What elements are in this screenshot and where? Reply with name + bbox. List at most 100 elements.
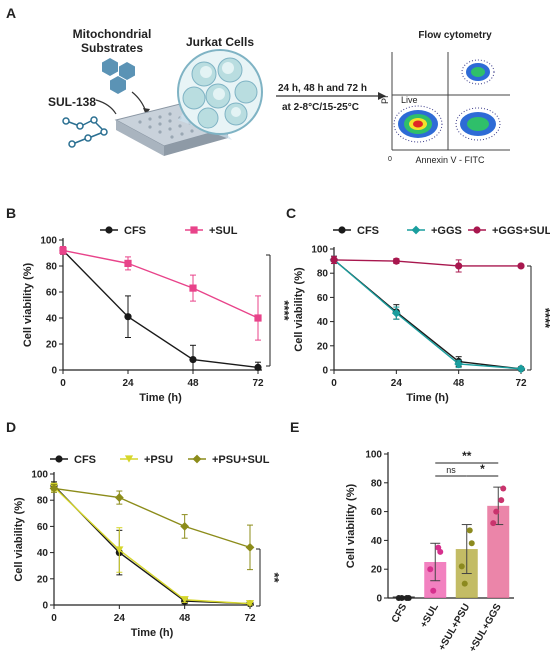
individual-point	[490, 520, 497, 527]
legend-label: +SUL	[209, 225, 238, 237]
data-point	[49, 484, 59, 493]
data-point	[391, 308, 401, 318]
x-axis-label: Time (h)	[406, 392, 449, 404]
legend-marker	[105, 226, 113, 234]
panel-label-b: B	[6, 205, 16, 221]
x-tick-label: 48	[187, 378, 199, 389]
individual-point	[437, 548, 444, 555]
data-point	[124, 313, 132, 321]
x-tick-label: +SUL	[418, 602, 440, 630]
y-tick-label: 40	[37, 548, 49, 559]
y-tick-label: 60	[37, 522, 49, 533]
flow-cytometry-plot	[391, 52, 510, 151]
x-tick-label: 0	[60, 378, 66, 389]
y-tick-label: 0	[42, 601, 48, 612]
series-cfs	[330, 255, 525, 373]
y-tick-label: 20	[317, 341, 329, 352]
arrow-head-icon	[143, 108, 150, 115]
significance-label: ****	[538, 308, 550, 329]
bar-plus-sulplus-ggs	[487, 505, 510, 598]
legend-marker	[190, 226, 198, 234]
data-point	[392, 257, 400, 265]
y-tick-label: 80	[37, 496, 49, 507]
temp-text: at 2-8°C/15-25°C	[282, 102, 359, 113]
legend-marker	[55, 455, 63, 463]
data-point	[330, 256, 338, 264]
panel-label-a: A	[6, 5, 16, 21]
series-line	[53, 487, 251, 549]
y-tick-label: 40	[371, 536, 383, 547]
chart-c: 0 20 40 60 80 100 0 24 48 72 Time (h) Cell viabilit…	[293, 225, 550, 404]
data-point	[189, 284, 197, 292]
individual-point	[498, 497, 505, 504]
individual-point	[405, 595, 412, 601]
flow-title: Flow cytometry	[418, 30, 492, 41]
legend-label: +PSU	[144, 454, 173, 466]
flow-zero: 0	[388, 156, 392, 163]
x-tick-label: 72	[244, 613, 256, 624]
y-tick-label: 20	[371, 565, 383, 576]
individual-point	[500, 485, 507, 492]
data-point	[59, 246, 67, 254]
legend-marker	[473, 226, 481, 234]
y-tick-label: 80	[46, 262, 58, 273]
legend-marker	[192, 454, 202, 464]
series-line	[333, 259, 521, 267]
y-tick-label: 0	[51, 366, 57, 377]
panel-label-e: E	[290, 419, 299, 435]
individual-point	[430, 587, 437, 594]
x-tick-label: CFS	[390, 602, 410, 625]
y-tick-label: 40	[317, 317, 329, 328]
y-axis-label: Cell viability (%)	[345, 483, 357, 568]
individual-point	[466, 527, 473, 534]
legend-marker	[338, 226, 346, 234]
comparison-label: ns	[446, 465, 456, 475]
substrates-line1: Mitochondrial	[73, 27, 152, 41]
legend-label: CFS	[357, 225, 379, 237]
individual-point	[427, 566, 434, 573]
panel-label-d: D	[6, 419, 16, 435]
legend-label: +GGS	[431, 225, 462, 237]
legend-marker	[124, 455, 134, 463]
comparison-label: **	[462, 449, 472, 463]
drug-label: SUL-138	[48, 95, 96, 109]
y-axis-label: Cell viability (%)	[13, 497, 25, 582]
y-tick-label: 0	[322, 366, 328, 377]
series-plus-ggs	[329, 255, 526, 374]
flow-dot-cluster-necrotic	[461, 59, 495, 85]
flow-dot-cluster-apoptotic	[455, 107, 501, 141]
individual-point	[458, 563, 465, 570]
series-line	[53, 486, 251, 605]
x-axis-label: Time (h)	[131, 627, 174, 639]
y-axis-label: Cell viability (%)	[293, 267, 305, 352]
series-line	[333, 259, 522, 370]
series-plus-psuplus-sul	[49, 483, 255, 571]
data-point	[254, 363, 262, 371]
x-tick-label: 24	[122, 378, 134, 389]
legend-label: CFS	[124, 225, 146, 237]
chart-b: 0 20 40 60 80 100 0 24 48 72 Time (h) Cell viabilit…	[22, 225, 292, 404]
jurkat-cells-icon	[177, 49, 263, 135]
x-axis-label: Time (h)	[139, 392, 182, 404]
individual-point	[461, 580, 468, 587]
data-point	[254, 314, 262, 322]
y-tick-label: 100	[311, 245, 328, 256]
x-tick-label: 48	[179, 613, 191, 624]
flow-dot-cluster-live	[393, 105, 443, 143]
series-cfs	[59, 246, 262, 371]
x-tick-label: 72	[515, 378, 527, 389]
legend-label: CFS	[74, 454, 96, 466]
x-tick-label: 48	[453, 378, 465, 389]
data-point	[124, 259, 132, 267]
well-plate-icon	[114, 103, 230, 156]
significance-label: ****	[277, 300, 292, 321]
flow-live-label: Live	[401, 95, 418, 105]
y-tick-label: 60	[317, 293, 329, 304]
data-point	[516, 364, 526, 374]
y-axis-label: Cell viability (%)	[22, 262, 34, 347]
flow-xlabel: Annexin V - FITC	[415, 155, 485, 165]
y-tick-label: 60	[46, 288, 58, 299]
x-tick-label: 0	[51, 613, 57, 624]
y-tick-label: 40	[46, 314, 58, 325]
